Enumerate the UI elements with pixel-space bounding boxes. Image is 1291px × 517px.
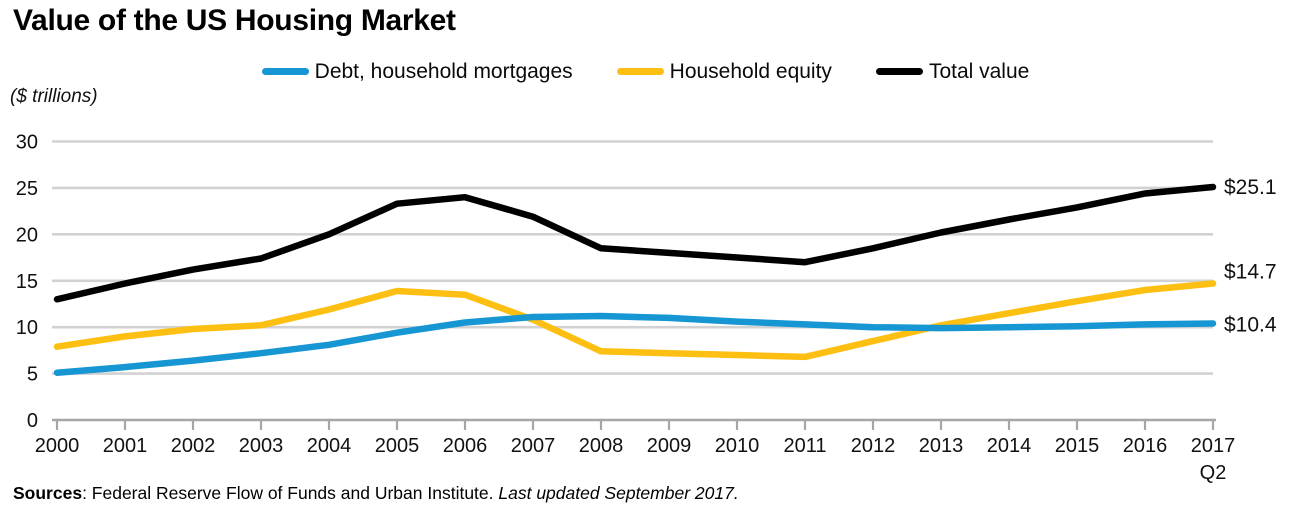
end-label-household-equity: $14.7 [1224,261,1277,284]
y-axis-tick-label-30: 30 [16,132,38,154]
x-axis-label-2004: 2004 [307,435,352,457]
x-axis-label-2010: 2010 [715,435,760,457]
chart-legend: Debt, household mortgages Household equit… [0,61,1291,82]
y-axis-tick-label-10: 10 [16,317,38,339]
legend-swatch-icon-total-value [875,68,923,75]
x-axis-label-2008: 2008 [579,435,624,457]
x-axis-label-2006: 2006 [443,435,488,457]
source-note-body: : Federal Reserve Flow of Funds and Urba… [82,483,499,503]
source-note-updated: Last updated September 2017. [498,483,739,503]
source-note: Sources: Federal Reserve Flow of Funds a… [13,483,739,504]
x-axis-label-2012: 2012 [851,435,896,457]
legend-item-total-value: Total value [875,60,1030,83]
chart-title: Value of the US Housing Market [13,4,456,37]
source-note-prefix: Sources [13,483,83,503]
x-axis-label-2005: 2005 [375,435,420,457]
x-axis-label-2013: 2013 [919,435,964,457]
y-axis-tick-label-25: 25 [16,178,38,200]
y-axis-tick-label-5: 5 [27,364,38,386]
x-axis-label-2001: 2001 [103,435,148,457]
x-axis-label-2009: 2009 [647,435,692,457]
x-axis-label-2007: 2007 [511,435,556,457]
x-axis-label-2000: 2000 [35,435,80,457]
x-axis-label-2011: 2011 [783,435,826,457]
legend-label-household-equity: Household equity [669,60,832,83]
series-line-household-equity [53,280,1217,361]
y-axis-tick-label-20: 20 [16,224,38,246]
units-label: ($ trillions) [10,86,98,107]
series-line-total-value [53,183,1217,303]
legend-swatch-icon-household-equity [616,68,664,75]
x-axis-label-2002: 2002 [171,435,216,457]
x-axis-label-2015: 2015 [1055,435,1100,457]
legend-swatch-icon-debt-household-mortgages [261,68,309,75]
end-label-total-value: $25.1 [1224,176,1277,199]
x-axis-label-2014: 2014 [987,435,1032,457]
x-axis-label-2003: 2003 [239,435,284,457]
legend-item-debt-household-mortgages: Debt, household mortgages [261,60,573,83]
x-axis-label-2016: 2016 [1123,435,1168,457]
x-axis-label-2017: 2017 Q2 [1191,435,1236,484]
series-line-debt-household-mortgages [53,312,1217,376]
end-label-debt-household-mortgages: $10.4 [1224,314,1277,337]
legend-item-household-equity: Household equity [616,60,832,83]
y-axis-tick-label-15: 15 [16,271,38,293]
y-axis-tick-label-0: 0 [27,410,38,432]
legend-label-debt-household-mortgages: Debt, household mortgages [314,60,573,83]
legend-label-total-value: Total value [928,60,1030,83]
